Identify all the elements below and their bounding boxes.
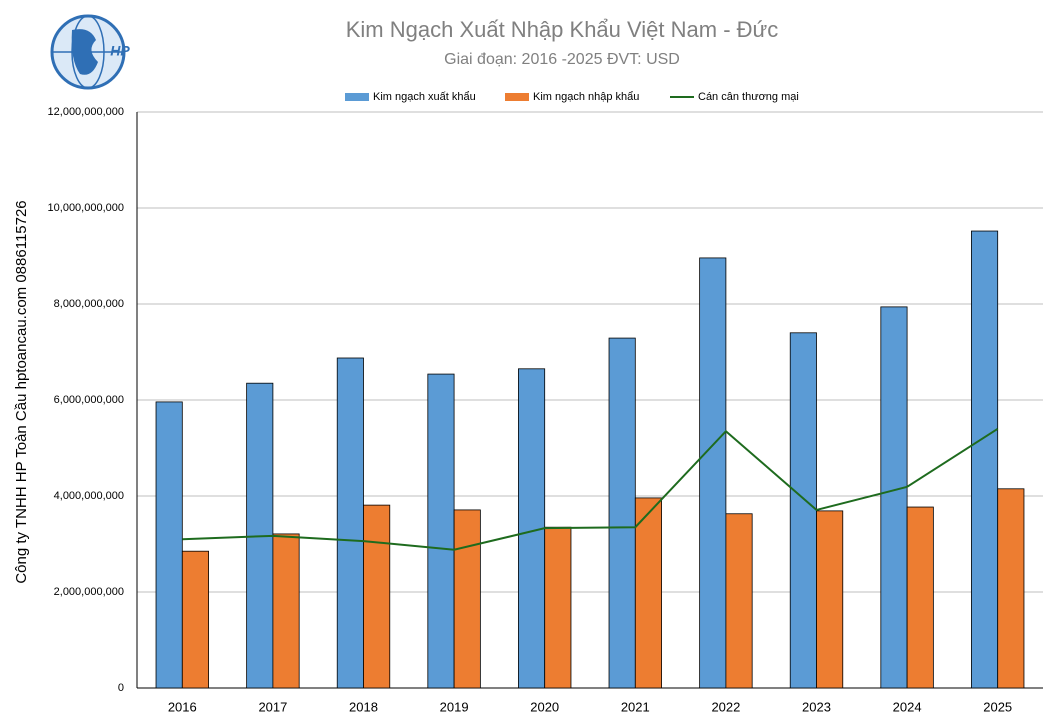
logo: HP: [50, 14, 130, 90]
x-tick-label: 2019: [440, 699, 469, 714]
y-tick-label: 4,000,000,000: [54, 490, 124, 502]
y-tick-label: 12,000,000,000: [48, 106, 124, 118]
bar: [880, 306, 908, 689]
y-tick-label: 6,000,000,000: [54, 394, 124, 406]
y-tick-label: 2,000,000,000: [54, 586, 124, 598]
y-tick-label: 8,000,000,000: [54, 298, 124, 310]
x-tick-label: 2023: [802, 699, 831, 714]
x-tick-label: 2025: [983, 699, 1012, 714]
chart-subtitle: Giai đoạn: 2016 -2025 ĐVT: USD: [444, 51, 680, 68]
x-tick-label: 2024: [893, 699, 922, 714]
bar: [544, 526, 572, 689]
legend-swatch: [345, 93, 369, 101]
x-tick-label: 2022: [711, 699, 740, 714]
chart-title: Kim Ngạch Xuất Nhập Khẩu Việt Nam - Đức: [346, 17, 779, 42]
x-tick-label: 2021: [621, 699, 650, 714]
x-tick-label: 2017: [258, 699, 287, 714]
logo-text: HP: [110, 43, 130, 59]
legend-label: Cán cân thương mại: [698, 91, 799, 103]
bar: [634, 497, 662, 689]
bar: [336, 357, 364, 689]
legend-swatch: [505, 93, 529, 101]
bar: [608, 337, 636, 689]
bar: [272, 533, 300, 689]
bar: [699, 257, 727, 689]
bar: [181, 550, 209, 689]
y-tick-label: 0: [118, 682, 124, 694]
bar: [906, 506, 934, 689]
y-tick-label: 10,000,000,000: [48, 202, 124, 214]
bar: [971, 230, 999, 689]
legend-label: Kim ngạch nhập khẩu: [533, 91, 639, 103]
bar: [363, 504, 391, 689]
x-tick-label: 2018: [349, 699, 378, 714]
x-tick-label: 2020: [530, 699, 559, 714]
legend-label: Kim ngạch xuất khẩu: [373, 91, 476, 103]
bar: [997, 488, 1025, 689]
bar: [816, 510, 844, 689]
bar: [453, 509, 481, 689]
bar: [725, 513, 753, 689]
side-text: Công ty TNHH HP Toàn Cầu hptoancau.com 0…: [13, 200, 30, 583]
bar: [155, 401, 183, 689]
bar: [789, 332, 817, 689]
line: [182, 427, 999, 551]
x-tick-label: 2016: [168, 699, 197, 714]
bar: [427, 373, 455, 689]
